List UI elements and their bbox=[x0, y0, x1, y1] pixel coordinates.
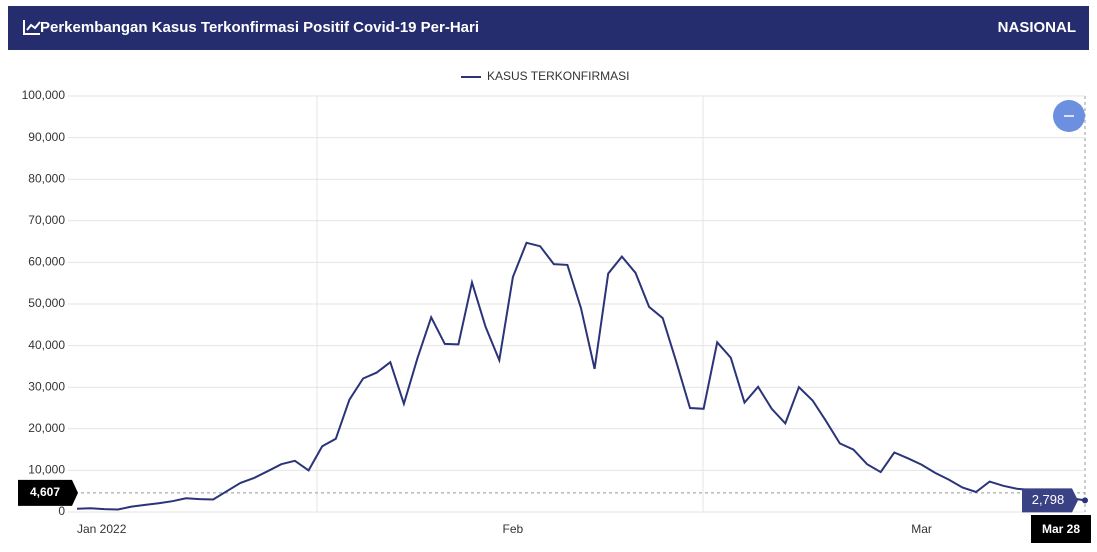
header-bar bbox=[8, 6, 1089, 50]
y-tick-label: 60,000 bbox=[28, 255, 65, 269]
y-tick-label: 30,000 bbox=[28, 379, 65, 393]
y-tick-label: 80,000 bbox=[28, 171, 65, 185]
y-tick-label: 50,000 bbox=[28, 296, 65, 310]
x-crosshair-box bbox=[1031, 515, 1091, 543]
x-tick-label: Jan 2022 bbox=[77, 522, 127, 536]
crosshair-y-box bbox=[18, 479, 78, 506]
series-line bbox=[76, 241, 1086, 511]
y-tick-label: 70,000 bbox=[28, 213, 65, 227]
tooltip-point bbox=[1082, 497, 1088, 504]
chart-icon bbox=[23, 20, 41, 35]
crosshair-y-label: 4,607 bbox=[30, 485, 60, 499]
header-region: NASIONAL bbox=[998, 19, 1076, 36]
y-tick-label: 100,000 bbox=[22, 88, 66, 102]
x-tick-label: Feb bbox=[503, 522, 524, 536]
legend-label: KASUS TERKONFIRMASI bbox=[487, 69, 629, 83]
tooltip-label: 2,798 bbox=[1032, 492, 1065, 507]
zoom-button[interactable] bbox=[1053, 100, 1085, 132]
y-tick-label: 20,000 bbox=[28, 421, 65, 435]
x-tick-label: Mar bbox=[911, 522, 932, 536]
x-tick-label: Mar 28 bbox=[1042, 522, 1080, 536]
y-tick-label: 90,000 bbox=[28, 130, 65, 144]
y-tick-label: 0 bbox=[58, 504, 65, 518]
y-tick-label: 40,000 bbox=[28, 338, 65, 352]
y-tick-label: 10,000 bbox=[28, 463, 65, 477]
tooltip-box bbox=[1022, 488, 1078, 513]
header-title: Perkembangan Kasus Terkonfirmasi Positif… bbox=[40, 19, 479, 36]
